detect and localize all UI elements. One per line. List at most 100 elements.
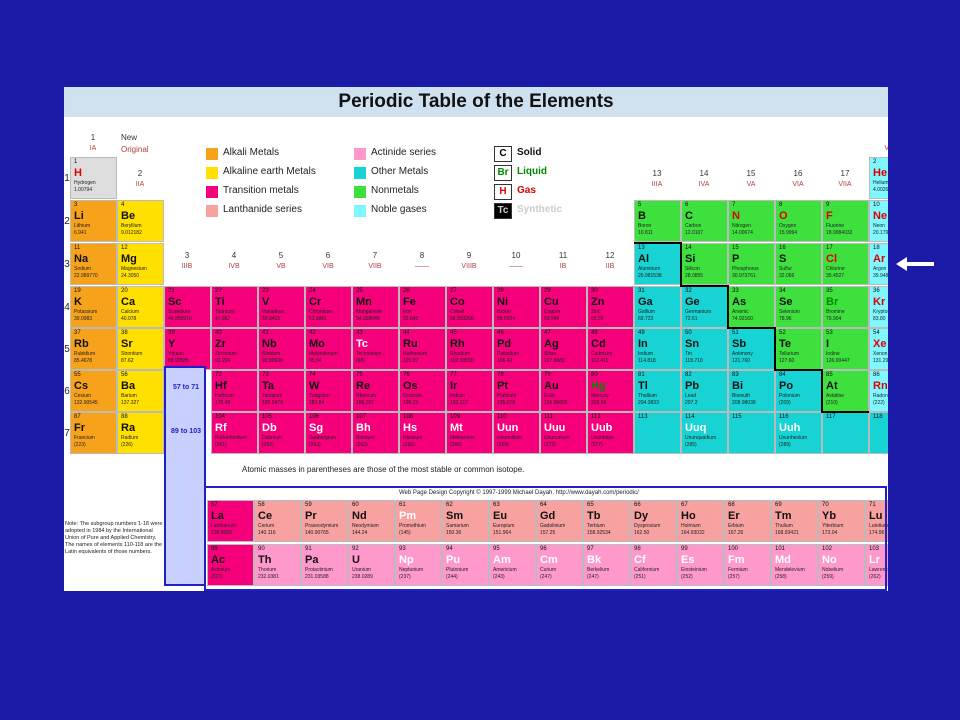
- element-cell[interactable]: 103 LrLawrencium(262): [865, 544, 888, 586]
- element-cell[interactable]: 60 Nd Neodymium 144.24: [348, 500, 395, 542]
- element-cell[interactable]: 18 Ar Argon 39.948: [869, 243, 888, 285]
- element-cell[interactable]: 99 Es Einsteinium (252): [677, 544, 724, 586]
- element-cell[interactable]: 33 As Arsenic 74.92160: [728, 286, 775, 328]
- element-cell[interactable]: 102 No Nobelium (259): [818, 544, 865, 586]
- element-cell[interactable]: 83 Bi Bismuth 208.98038: [728, 370, 775, 412]
- element-cell[interactable]: 86 Rn Radon (222): [869, 370, 888, 412]
- element-cell[interactable]: 68 Er Erbium 167.26: [724, 500, 771, 542]
- element-cell[interactable]: 104 Rf Rutherfordium (261): [211, 412, 258, 454]
- element-cell[interactable]: 56 Ba Barium 137.327: [117, 370, 164, 412]
- element-cell[interactable]: 47 Ag Silver 107.8682: [540, 328, 587, 370]
- element-cell[interactable]: 96 Cm Curium (247): [536, 544, 583, 586]
- element-cell[interactable]: 59 Pr Praseodymium 140.90765: [301, 500, 348, 542]
- element-cell[interactable]: 36 KrKrypton83.80: [869, 286, 888, 328]
- element-cell[interactable]: 69 Tm Thulium 168.93421: [771, 500, 818, 542]
- element-cell[interactable]: 16 S Sulfur 32.066: [775, 243, 822, 285]
- element-cell[interactable]: 22 Ti Titanium 47.867: [211, 286, 258, 328]
- element-cell[interactable]: 40 Zr Zirconium 91.224: [211, 328, 258, 370]
- element-cell[interactable]: 31 Ga Gallium 69.723: [634, 286, 681, 328]
- element-cell[interactable]: 64 Gd Gadolinium 157.25: [536, 500, 583, 542]
- element-cell[interactable]: 112 Uub Ununbium (277): [587, 412, 634, 454]
- element-cell[interactable]: 71 Lu Lutetium 174.967: [865, 500, 888, 542]
- element-cell[interactable]: 113: [634, 412, 681, 454]
- element-cell[interactable]: 116 Uuh Ununhexium (289): [775, 412, 822, 454]
- element-cell[interactable]: 7 N Nitrogen 14.00674: [728, 200, 775, 242]
- element-cell[interactable]: 101 Md Mendelevium (258): [771, 544, 818, 586]
- element-cell[interactable]: 35 Br Bromine 79.904: [822, 286, 869, 328]
- element-cell[interactable]: 114 Uuq Ununquadium (285): [681, 412, 728, 454]
- element-cell[interactable]: 44 Ru Ruthenium 101.07: [399, 328, 446, 370]
- element-cell[interactable]: 89 Ac Actinium (227): [207, 544, 254, 586]
- element-cell[interactable]: 46 Pd Palladium 106.42: [493, 328, 540, 370]
- element-cell[interactable]: 8 O Oxygen 15.9994: [775, 200, 822, 242]
- element-cell[interactable]: 37 Rb Rubidium 85.4678: [70, 328, 117, 370]
- element-cell[interactable]: 23 V Vanadium 50.9415: [258, 286, 305, 328]
- element-cell[interactable]: 88 Ra Radium (226): [117, 412, 164, 454]
- element-cell[interactable]: 43 Tc Technetium (98): [352, 328, 399, 370]
- element-cell[interactable]: 58 Ce Cerium 140.116: [254, 500, 301, 542]
- element-cell[interactable]: 61 Pm Promethium (145): [395, 500, 442, 542]
- element-cell[interactable]: 11 Na Sodium 22.989770: [70, 243, 117, 285]
- element-cell[interactable]: 111 Uuu Unununium (272): [540, 412, 587, 454]
- element-cell[interactable]: 66 Dy Dysprosium 162.50: [630, 500, 677, 542]
- element-cell[interactable]: 72 Hf Hafnium 178.49: [211, 370, 258, 412]
- element-cell[interactable]: 77 Ir Iridium 192.217: [446, 370, 493, 412]
- element-cell[interactable]: 80 Hg Mercury 200.59: [587, 370, 634, 412]
- element-cell[interactable]: 115: [728, 412, 775, 454]
- element-cell[interactable]: 95 Am Americium (243): [489, 544, 536, 586]
- element-cell[interactable]: 63 Eu Europium 151.964: [489, 500, 536, 542]
- element-cell[interactable]: 53 I Iodine 126.90447: [822, 328, 869, 370]
- element-cell[interactable]: 49 In Indium 114.818: [634, 328, 681, 370]
- element-cell[interactable]: 1 H Hydrogen 1.00794: [70, 157, 117, 199]
- element-cell[interactable]: 92 U Uranium 238.0289: [348, 544, 395, 586]
- element-cell[interactable]: 118: [869, 412, 888, 454]
- element-cell[interactable]: 91 Pa Protactinium 231.03588: [301, 544, 348, 586]
- element-cell[interactable]: 90 Th Thorium 232.0381: [254, 544, 301, 586]
- element-cell[interactable]: 34 Se Selenium 78.96: [775, 286, 822, 328]
- element-cell[interactable]: 105 Db Dubnium (262): [258, 412, 305, 454]
- element-cell[interactable]: 20 Ca Calcium 40.078: [117, 286, 164, 328]
- element-cell[interactable]: 98 Cf Californium (251): [630, 544, 677, 586]
- element-cell[interactable]: 78 Pt Platinum 195.078: [493, 370, 540, 412]
- element-cell[interactable]: 21 Sc Scandium 44.955910: [164, 286, 211, 328]
- element-cell[interactable]: 107 Bh Bohrium (262): [352, 412, 399, 454]
- element-cell[interactable]: 51 Sb Antimony 121.760: [728, 328, 775, 370]
- element-cell[interactable]: 30 Zn Zinc 65.39: [587, 286, 634, 328]
- element-cell[interactable]: 94 Pu Plutonium (244): [442, 544, 489, 586]
- element-cell[interactable]: 87 Fr Francium (223): [70, 412, 117, 454]
- element-cell[interactable]: 5 B Boron 10.811: [634, 200, 681, 242]
- element-cell[interactable]: 84 Po Polonium (209): [775, 370, 822, 412]
- element-cell[interactable]: 106 Sg Seaborgium (263): [305, 412, 352, 454]
- element-cell[interactable]: 9 F Fluorine 18.9984032: [822, 200, 869, 242]
- element-cell[interactable]: 26 Fe Iron 55.845: [399, 286, 446, 328]
- element-cell[interactable]: 82 Pb Lead 207.2: [681, 370, 728, 412]
- element-cell[interactable]: 85 At Astatine (210): [822, 370, 869, 412]
- element-cell[interactable]: 73 Ta Tantalum 180.9479: [258, 370, 305, 412]
- element-cell[interactable]: 29 Cu Copper 63.546: [540, 286, 587, 328]
- element-cell[interactable]: 41 Nb Niobium 92.90638: [258, 328, 305, 370]
- element-cell[interactable]: 62 Sm Samarium 150.36: [442, 500, 489, 542]
- element-cell[interactable]: 70 Yb Ytterbium 173.04: [818, 500, 865, 542]
- element-cell[interactable]: 55 Cs Cesium 132.90545: [70, 370, 117, 412]
- element-cell[interactable]: 38 Sr Strontium 87.62: [117, 328, 164, 370]
- element-cell[interactable]: 14 Si Silicon 28.0855: [681, 243, 728, 285]
- element-cell[interactable]: 79 Au Gold 196.96655: [540, 370, 587, 412]
- element-cell[interactable]: 42 Mo Molybdenum 95.94: [305, 328, 352, 370]
- element-cell[interactable]: 19 K Potassium 39.0983: [70, 286, 117, 328]
- element-cell[interactable]: 65 Tb Terbium 158.92534: [583, 500, 630, 542]
- element-cell[interactable]: 67 Ho Holmium 164.93032: [677, 500, 724, 542]
- element-cell[interactable]: 25 Mn Manganese 54.938049: [352, 286, 399, 328]
- element-cell[interactable]: 32 Ge Germanium 72.61: [681, 286, 728, 328]
- element-cell[interactable]: 50 Sn Tin 118.710: [681, 328, 728, 370]
- element-cell[interactable]: 74 W Tungsten 183.84: [305, 370, 352, 412]
- element-cell[interactable]: 13 Al Aluminum 26.981538: [634, 243, 681, 285]
- element-cell[interactable]: 4 Be Beryllium 9.012182: [117, 200, 164, 242]
- element-cell[interactable]: 108 Hs Hassium (265): [399, 412, 446, 454]
- element-cell[interactable]: 109 Mt Meitnerium (266): [446, 412, 493, 454]
- element-cell[interactable]: 57 La Lanthanum 138.9055: [207, 500, 254, 542]
- element-cell[interactable]: 52 Te Tellurium 127.60: [775, 328, 822, 370]
- element-cell[interactable]: 54 Xe Xenon 131.29: [869, 328, 888, 370]
- element-cell[interactable]: 75 Re Rhenium 186.207: [352, 370, 399, 412]
